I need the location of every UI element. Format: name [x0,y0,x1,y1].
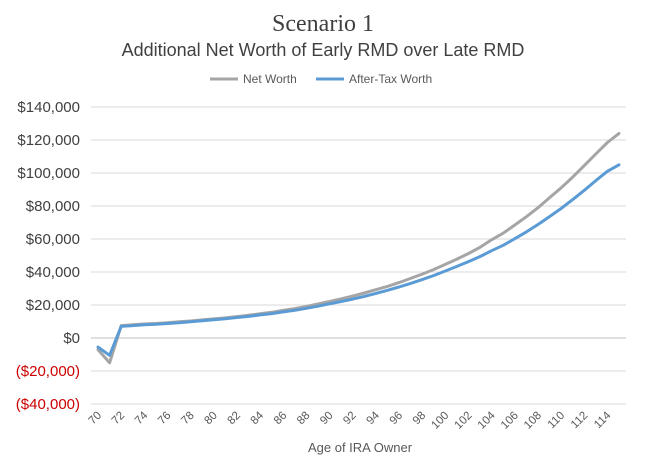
x-tick-label: 78 [179,410,197,428]
series-lines [96,131,621,365]
x-tick-label: 112 [569,410,590,431]
y-tick-label: $80,000 [26,198,80,215]
x-tick-label: 88 [295,410,313,428]
x-tick-label: 80 [202,410,220,428]
x-tick-label: 114 [592,409,614,431]
x-tick-label: 98 [411,410,429,428]
y-tick-label: $100,000 [17,165,80,182]
x-tick-label: 110 [546,410,567,431]
x-axis-label: Age of IRA Owner [308,440,413,455]
gridlines [91,106,626,405]
x-tick-label: 86 [272,410,290,428]
chart-subtitle: Additional Net Worth of Early RMD over L… [122,40,525,60]
y-tick-label: $40,000 [26,264,80,281]
x-axis-ticks: 70 72 74 76 78 80 82 84 86 88 90 92 94 96 98 100 102 104 1… [87,409,614,431]
y-tick-label: ($20,000) [16,363,80,380]
x-tick-label: 76 [156,410,174,428]
chart-title: Scenario 1 [272,11,374,37]
series-line-after-tax-worth [96,163,621,357]
x-tick-label: 104 [476,409,498,431]
x-tick-label: 70 [87,410,105,428]
y-tick-label: ($40,000) [16,396,80,413]
y-tick-label: $0 [63,330,80,347]
x-tick-label: 74 [133,409,151,427]
x-tick-label: 72 [110,410,128,428]
y-tick-label: $120,000 [17,132,80,149]
x-tick-label: 102 [453,410,475,432]
x-tick-label: 90 [318,410,336,428]
legend-label-net-worth: Net Worth [243,72,297,86]
legend-label-after-tax-worth: After-Tax Worth [349,72,432,86]
x-tick-label: 96 [388,410,406,428]
x-tick-label: 94 [364,409,382,427]
x-tick-label: 106 [499,410,521,432]
series-line-net-worth [96,131,621,365]
legend: Net Worth After-Tax Worth [210,72,432,86]
y-tick-label: $20,000 [26,297,80,314]
y-axis-ticks: $140,000 $120,000 $100,000 $80,000 $60,000 $4… [16,99,80,413]
x-tick-label: 100 [429,410,451,432]
x-tick-label: 92 [341,410,359,428]
y-tick-label: $140,000 [17,99,80,116]
x-tick-label: 84 [249,409,267,427]
y-tick-label: $60,000 [26,231,80,248]
x-tick-label: 82 [226,410,244,428]
x-tick-label: 108 [522,410,544,432]
